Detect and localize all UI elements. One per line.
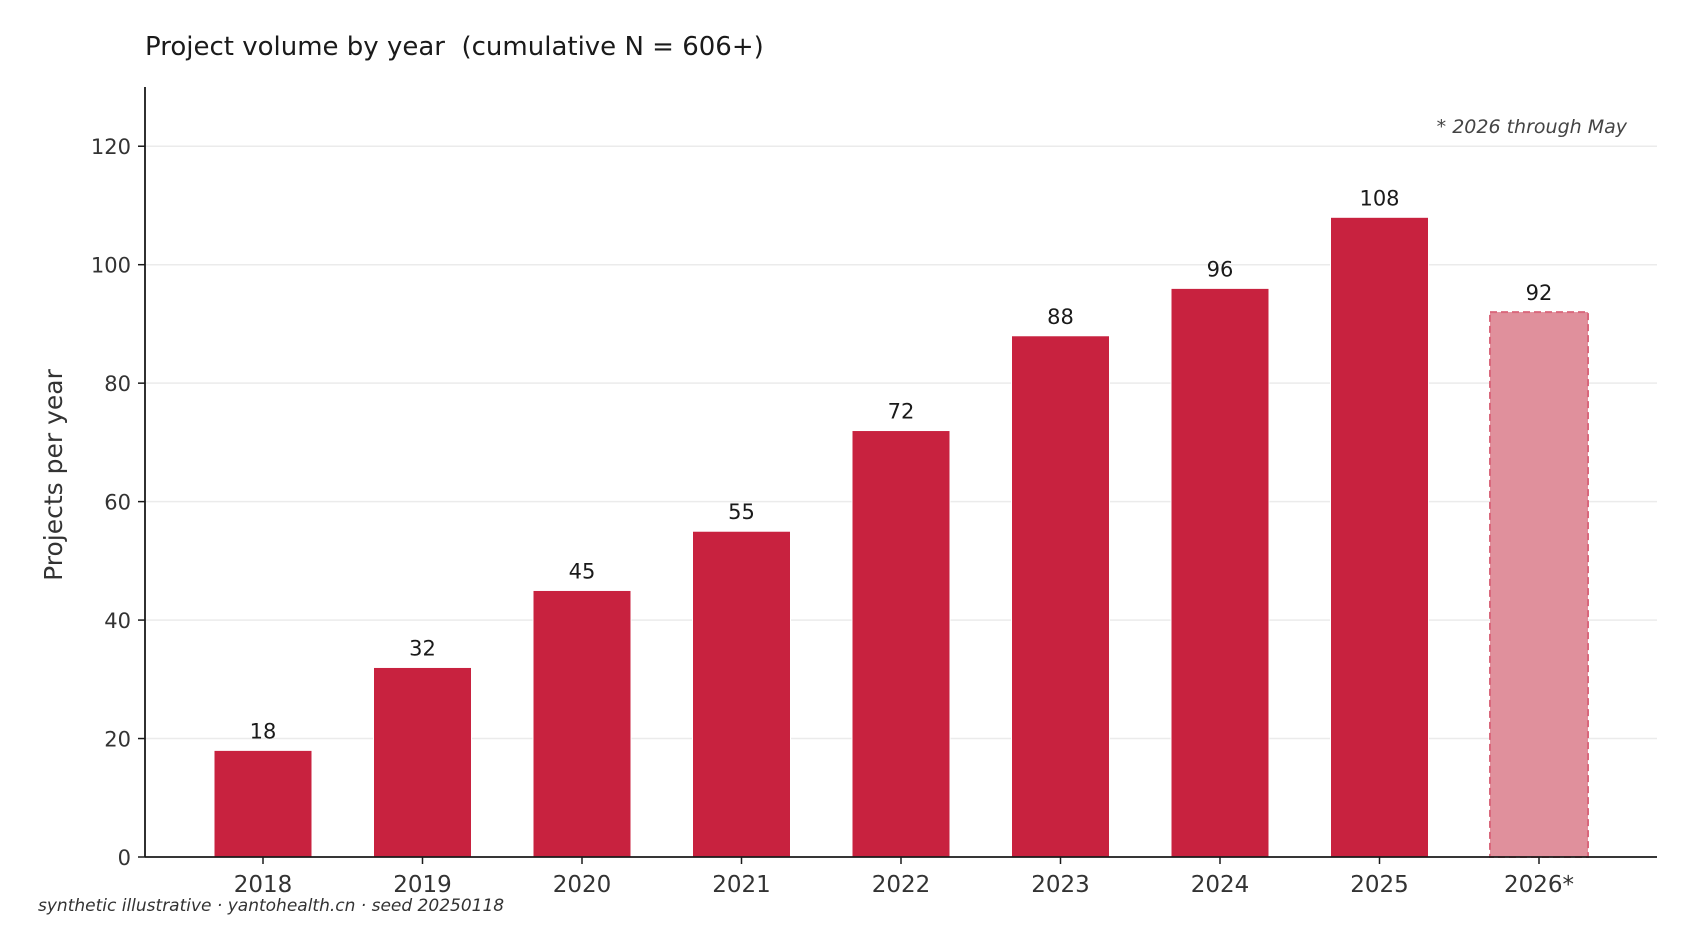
x-tick-label: 2022 xyxy=(872,872,931,898)
y-tick-label: 120 xyxy=(91,135,131,159)
bar-2026-partial xyxy=(1489,311,1589,859)
data-label: 45 xyxy=(569,559,596,583)
x-tick-label: 2023 xyxy=(1031,872,1090,898)
y-tick-label: 0 xyxy=(118,846,131,870)
x-tick-label: 2020 xyxy=(553,872,612,898)
y-axis-label: Projects per year xyxy=(39,368,68,580)
data-label: 32 xyxy=(409,636,436,660)
bar-2018 xyxy=(213,749,313,858)
x-tick-label: 2021 xyxy=(712,872,771,898)
bar-2021 xyxy=(692,530,791,858)
y-tick-label: 20 xyxy=(104,728,131,752)
y-tick-label: 60 xyxy=(104,491,131,515)
data-label: 72 xyxy=(888,400,915,424)
bar-2023 xyxy=(1011,335,1110,858)
data-label: 108 xyxy=(1359,186,1399,210)
data-label: 55 xyxy=(728,500,755,524)
data-label: 88 xyxy=(1047,305,1074,329)
y-tick-label: 100 xyxy=(91,254,131,278)
x-tick-label: 2025 xyxy=(1350,872,1409,898)
data-label: 92 xyxy=(1526,281,1553,305)
bar-2020 xyxy=(532,589,632,858)
x-tick-label: 2018 xyxy=(234,872,293,898)
x-tick-label: 2026* xyxy=(1504,872,1574,898)
bar-2019 xyxy=(373,666,472,858)
x-tick-label: 2024 xyxy=(1191,872,1250,898)
chart-title: Project volume by year (cumulative N = 6… xyxy=(145,32,764,62)
data-label: 96 xyxy=(1207,257,1234,281)
y-tick-label: 80 xyxy=(104,372,131,396)
y-tick-label: 40 xyxy=(104,609,131,633)
data-label: 18 xyxy=(250,719,277,743)
bar-2024 xyxy=(1170,287,1270,858)
annotation-note: * 2026 through May xyxy=(1437,116,1628,138)
bar-2022 xyxy=(851,430,951,858)
bar-2025 xyxy=(1330,216,1429,858)
x-tick-label: 2019 xyxy=(393,872,452,898)
footer-note: synthetic illustrative · yantohealth.cn … xyxy=(38,896,505,916)
